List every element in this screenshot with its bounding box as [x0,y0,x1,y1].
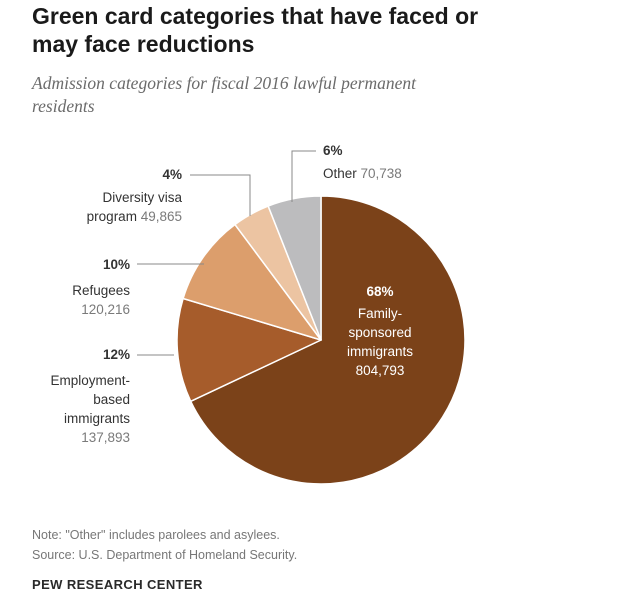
chart-title: Green card categories that have faced or… [32,3,479,57]
chart-subtitle: Admission categories for fiscal 2016 law… [32,73,417,116]
leader-line-diversity [190,174,251,216]
slice-percent-family: 68% [366,284,393,299]
slice-percent-employment: 12% [103,347,130,362]
slice-label-other: Other 70,738 [323,166,402,181]
pie-slice-other [267,195,322,341]
slice-label-diversity-1: Diversity visa [102,190,182,205]
brand-logo-text: PEW RESEARCH CENTER [32,577,203,592]
slice-value-refugees: 120,216 [81,302,130,317]
pie-slice-employment [176,297,322,403]
pie-slice-refugees [182,223,322,341]
slice-percent-refugees: 10% [103,257,130,272]
leader-line-other [291,150,316,202]
chart-note: Note: "Other" includes parolees and asyl… [32,528,280,542]
slice-label-family: Family-sponsored immigrants 804,793 [347,306,413,378]
pie-slice-family [189,195,466,485]
slice-value-employment: 137,893 [81,430,130,445]
chart-source: Source: U.S. Department of Homeland Secu… [32,548,298,562]
slice-label-employment: Employment-based immigrants [50,373,130,426]
slice-percent-diversity: 4% [162,167,182,182]
slice-percent-other: 6% [323,143,343,158]
slice-label-refugees: Refugees [72,283,130,298]
slice-label-diversity-2: program 49,865 [87,209,182,224]
